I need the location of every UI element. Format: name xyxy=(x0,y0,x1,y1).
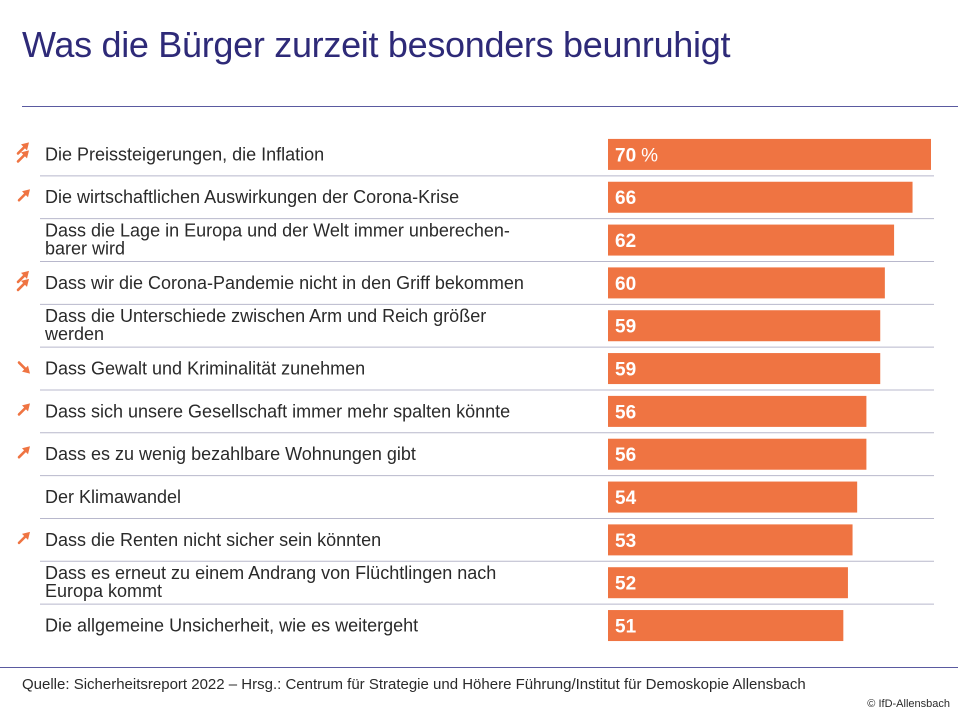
trend-up-icon xyxy=(17,446,30,459)
category-label: Dass es zu wenig bezahlbare Wohnungen gi… xyxy=(45,444,416,464)
trend-up-icon xyxy=(17,403,30,416)
category-label: Dass Gewalt und Kriminalität zunehmen xyxy=(45,359,365,379)
trend-up-icon xyxy=(17,531,30,545)
category-label: Die Preissteigerungen, die Inflation xyxy=(45,144,324,164)
value-label: 62 xyxy=(615,231,636,252)
category-label: Der Klimawandel xyxy=(45,487,181,507)
trend-up-icon xyxy=(17,189,30,202)
value-label: 59 xyxy=(615,360,636,381)
category-label: Dass die Renten nicht sicher sein könnte… xyxy=(45,530,381,550)
value-label: 52 xyxy=(615,574,636,595)
bar xyxy=(608,224,895,256)
value-label: 59 xyxy=(615,317,636,338)
category-label: Die allgemeine Unsicherheit, wie es weit… xyxy=(45,616,418,636)
bar xyxy=(608,438,867,470)
value-label: 53 xyxy=(615,531,636,552)
bar xyxy=(608,310,881,342)
chart-title: Was die Bürger zurzeit besonders beunruh… xyxy=(22,24,731,65)
bar xyxy=(608,353,881,385)
category-label: Dass es erneut zu einem Andrang von Flüc… xyxy=(45,563,496,601)
value-label: 60 xyxy=(615,274,636,295)
bottom-divider xyxy=(0,667,958,668)
copyright-note: © IfD-Allensbach xyxy=(867,698,950,710)
top-divider xyxy=(22,106,958,107)
bar xyxy=(608,481,858,513)
bar xyxy=(608,138,931,170)
bar xyxy=(608,395,867,427)
value-label: 54 xyxy=(615,488,637,509)
category-label: Dass die Unterschiede zwischen Arm und R… xyxy=(44,306,486,344)
trend-down-icon xyxy=(17,361,30,374)
trend-double-up-icon xyxy=(16,270,29,292)
category-label: Dass wir die Corona-Pandemie nicht in de… xyxy=(45,273,524,293)
value-label: 56 xyxy=(615,402,636,423)
bar xyxy=(608,267,885,299)
value-label: 56 xyxy=(615,445,636,466)
category-label: Dass die Lage in Europa und der Welt imm… xyxy=(45,221,510,259)
category-label: Dass sich unsere Gesellschaft immer mehr… xyxy=(45,401,510,421)
category-label: Die wirtschaftlichen Auswirkungen der Co… xyxy=(45,187,459,207)
source-note: Quelle: Sicherheitsreport 2022 – Hrsg.: … xyxy=(22,676,806,693)
trend-double-up-icon xyxy=(16,142,29,163)
bar xyxy=(608,610,844,642)
value-label: 51 xyxy=(615,617,637,638)
value-label: 66 xyxy=(615,188,636,209)
bar xyxy=(608,181,913,213)
bar xyxy=(608,524,853,556)
bar xyxy=(608,567,848,599)
